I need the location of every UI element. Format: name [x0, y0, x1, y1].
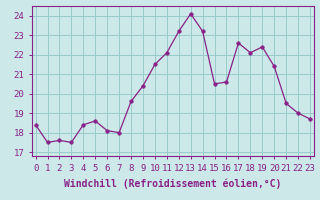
X-axis label: Windchill (Refroidissement éolien,°C): Windchill (Refroidissement éolien,°C) [64, 178, 282, 189]
